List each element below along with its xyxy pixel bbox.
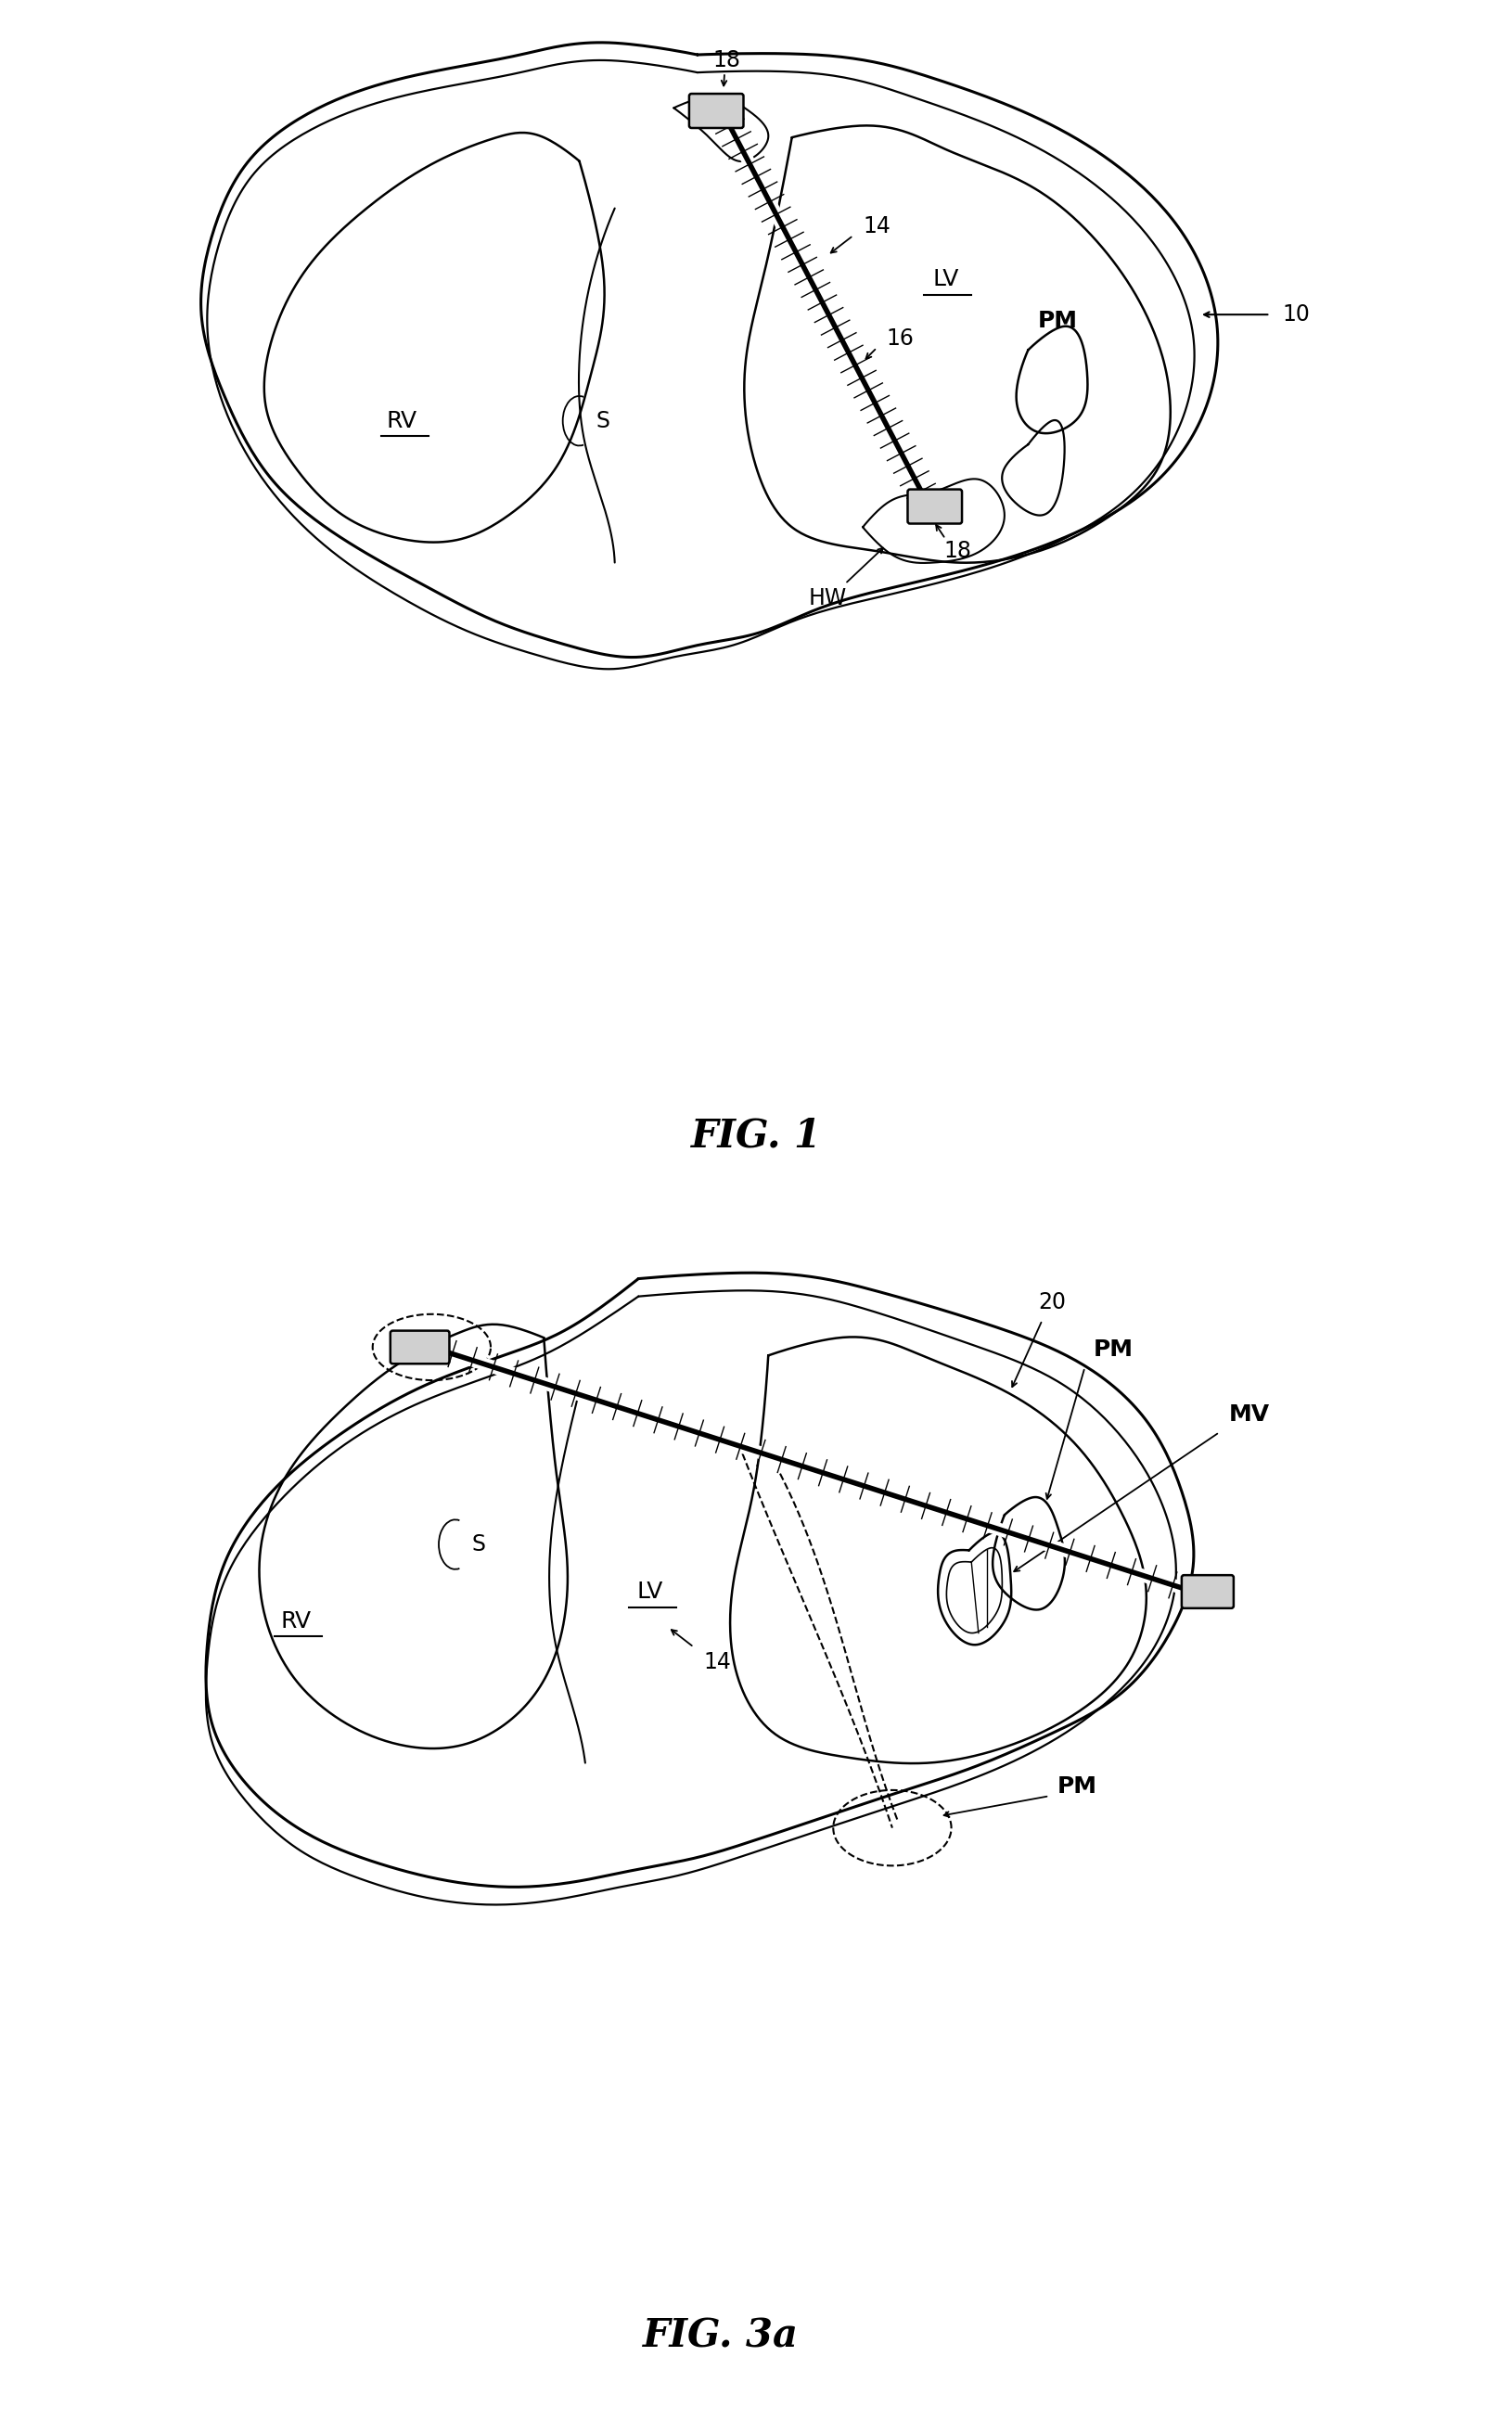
FancyBboxPatch shape	[689, 94, 742, 128]
Text: 16: 16	[886, 327, 913, 348]
Text: 20: 20	[1037, 1292, 1064, 1314]
FancyBboxPatch shape	[1181, 1575, 1232, 1609]
Text: PM: PM	[1037, 310, 1077, 332]
Text: 18: 18	[712, 48, 741, 73]
Text: HW: HW	[807, 588, 845, 610]
Text: S: S	[472, 1534, 485, 1556]
FancyBboxPatch shape	[390, 1331, 449, 1365]
Text: 14: 14	[862, 215, 891, 237]
Text: RV: RV	[280, 1609, 311, 1634]
Text: PM: PM	[1092, 1338, 1132, 1360]
Text: 18: 18	[943, 540, 971, 561]
Text: MV: MV	[1228, 1404, 1269, 1425]
FancyBboxPatch shape	[907, 489, 962, 523]
Text: PM: PM	[1057, 1776, 1096, 1798]
Text: 10: 10	[1281, 302, 1309, 327]
Text: S: S	[596, 409, 609, 433]
Text: RV: RV	[387, 409, 417, 433]
Text: 14: 14	[703, 1650, 730, 1675]
Text: LV: LV	[637, 1580, 662, 1602]
Text: FIG. 1: FIG. 1	[691, 1116, 821, 1154]
Text: LV: LV	[931, 269, 959, 290]
Text: FIG. 3a: FIG. 3a	[643, 2316, 798, 2355]
